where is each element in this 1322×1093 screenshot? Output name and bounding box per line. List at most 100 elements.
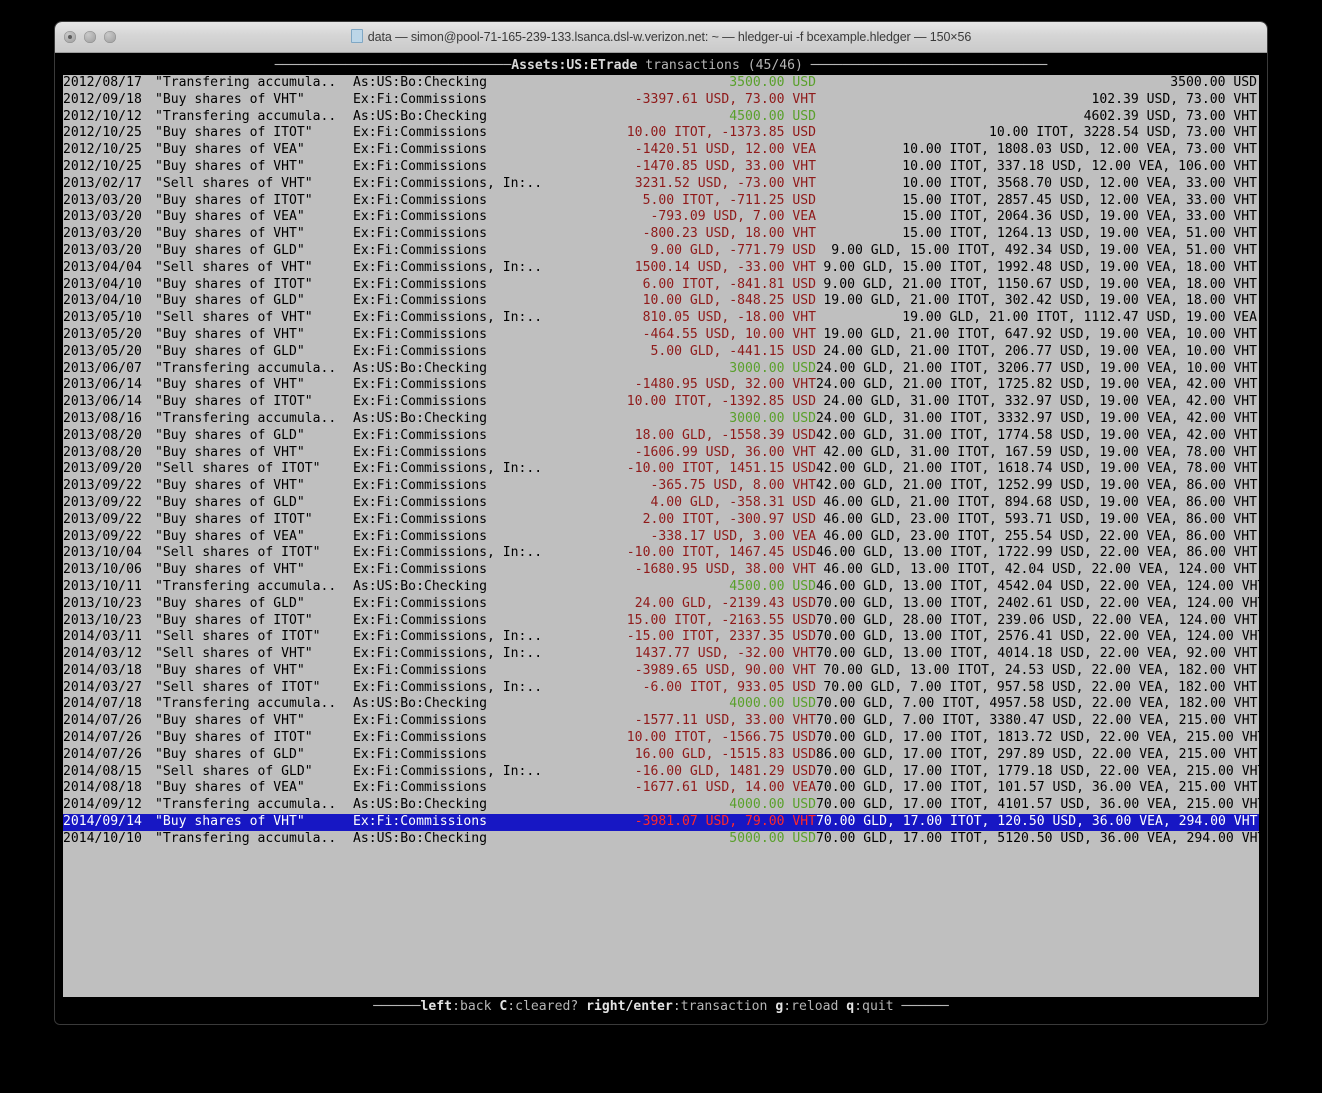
row-date: 2013/06/07 <box>63 360 142 376</box>
table-row[interactable]: 2014/07/26 "Buy shares of ITOT" Ex:Fi:Comm… <box>63 730 1259 747</box>
table-row[interactable]: 2013/08/16 "Transfering accumula.. As:US:B… <box>63 411 1259 428</box>
row-date: 2013/09/20 <box>63 461 142 477</box>
status-action-cleared?: :cleared? <box>507 999 587 1014</box>
row-amount: -15.00 ITOT, 2337.35 USD <box>626 629 816 645</box>
row-date: 2013/09/22 <box>63 478 142 494</box>
table-row[interactable]: 2013/04/04 "Sell shares of VHT" Ex:Fi:Comm… <box>63 260 1259 277</box>
table-row[interactable]: 2013/09/22 "Buy shares of VHT" Ex:Fi:Commi… <box>63 478 1259 495</box>
row-date: 2014/07/26 <box>63 730 142 746</box>
row-balance: 70.00 GLD, 13.00 ITOT, 2402.61 USD, 22.0… <box>816 595 1259 611</box>
terminal-surface[interactable]: ──────────────────────────────Assets:US:… <box>55 53 1267 1024</box>
table-row[interactable]: 2013/08/20 "Buy shares of VHT" Ex:Fi:Commi… <box>63 445 1259 462</box>
row-description: "Buy shares of VHT" <box>155 562 305 578</box>
row-balance: 10.00 ITOT, 3228.54 USD, 73.00 VHT <box>988 125 1257 141</box>
table-row[interactable]: 2014/09/12 "Transfering accumula.. As:US:B… <box>63 797 1259 814</box>
row-balance: 9.00 GLD, 15.00 ITOT, 1992.48 USD, 19.00… <box>823 259 1257 275</box>
header-rule-left: ────────────────────────────── <box>274 58 512 73</box>
row-account: As:US:Bo:Checking <box>353 75 488 90</box>
table-row[interactable]: 2013/10/23 "Buy shares of ITOT" Ex:Fi:Comm… <box>63 613 1259 630</box>
zoom-button[interactable] <box>104 31 116 43</box>
table-row[interactable]: 2013/09/22 "Buy shares of GLD" Ex:Fi:Commi… <box>63 495 1259 512</box>
table-row[interactable]: 2014/10/10 "Transfering accumula.. As:US:B… <box>63 831 1259 848</box>
row-account: As:US:Bo:Checking <box>353 410 488 426</box>
table-row-selected[interactable]: 2014/09/14 "Buy shares of VHT" Ex:Fi:Commi… <box>63 814 1259 831</box>
table-row[interactable]: 2013/09/20 "Sell shares of ITOT" Ex:Fi:Com… <box>63 461 1259 478</box>
row-balance: 70.00 GLD, 17.00 ITOT, 1813.72 USD, 22.0… <box>816 730 1259 746</box>
table-row[interactable]: 2013/06/14 "Buy shares of ITOT" Ex:Fi:Comm… <box>63 394 1259 411</box>
row-account: Ex:Fi:Commissions <box>353 226 488 242</box>
row-date: 2013/09/22 <box>63 494 142 510</box>
row-account: Ex:Fi:Commissions <box>353 494 488 510</box>
status-action-reload: :reload <box>783 999 847 1014</box>
table-row[interactable]: 2013/10/04 "Sell shares of ITOT" Ex:Fi:Com… <box>63 545 1259 562</box>
status-key-reload: g <box>775 999 784 1014</box>
row-balance: 70.00 GLD, 7.00 ITOT, 3380.47 USD, 22.00… <box>816 713 1258 729</box>
row-amount: -6.00 ITOT, 933.05 USD <box>642 679 816 695</box>
table-row[interactable]: 2012/10/25 "Buy shares of VHT" Ex:Fi:Commi… <box>63 159 1259 176</box>
row-description: "Buy shares of GLD" <box>155 746 305 762</box>
window-titlebar[interactable]: data — simon@pool-71-165-239-133.lsanca.… <box>55 22 1267 53</box>
table-row[interactable]: 2014/07/26 "Buy shares of VHT" Ex:Fi:Commi… <box>63 713 1259 730</box>
row-account: As:US:Bo:Checking <box>353 797 488 813</box>
table-row[interactable]: 2014/08/15 "Sell shares of GLD" Ex:Fi:Comm… <box>63 764 1259 781</box>
table-row[interactable]: 2013/10/11 "Transfering accumula.. As:US:B… <box>63 579 1259 596</box>
row-balance: 10.00 ITOT, 1808.03 USD, 12.00 VEA, 73.0… <box>902 142 1257 158</box>
transactions-list[interactable]: 2012/08/17 "Transfering accumula.. As:US:B… <box>63 75 1259 997</box>
row-account: Ex:Fi:Commissions, In:.. <box>353 175 543 191</box>
table-row[interactable]: 2013/03/20 "Buy shares of VHT" Ex:Fi:Commi… <box>63 226 1259 243</box>
status-action-back: :back <box>452 999 500 1014</box>
row-amount: -1577.11 USD, 33.00 VHT <box>634 713 816 729</box>
row-description: "Buy shares of VHT" <box>155 814 305 830</box>
table-row[interactable]: 2014/08/18 "Buy shares of VEA" Ex:Fi:Commi… <box>63 780 1259 797</box>
row-amount: 5000.00 USD <box>729 830 816 846</box>
table-row[interactable]: 2012/08/17 "Transfering accumula.. As:US:B… <box>63 75 1259 92</box>
row-account: As:US:Bo:Checking <box>353 108 488 124</box>
table-row[interactable]: 2012/10/12 "Transfering accumula.. As:US:B… <box>63 109 1259 126</box>
table-row[interactable]: 2012/09/18 "Buy shares of VHT" Ex:Fi:Commi… <box>63 92 1259 109</box>
table-row[interactable]: 2013/08/20 "Buy shares of GLD" Ex:Fi:Commi… <box>63 428 1259 445</box>
row-amount: 9.00 GLD, -771.79 USD <box>650 242 816 258</box>
table-row[interactable]: 2014/07/26 "Buy shares of GLD" Ex:Fi:Commi… <box>63 747 1259 764</box>
table-row[interactable]: 2013/02/17 "Sell shares of VHT" Ex:Fi:Comm… <box>63 176 1259 193</box>
table-row[interactable]: 2013/10/06 "Buy shares of VHT" Ex:Fi:Commi… <box>63 562 1259 579</box>
table-row[interactable]: 2013/03/20 "Buy shares of GLD" Ex:Fi:Commi… <box>63 243 1259 260</box>
table-row[interactable]: 2013/05/10 "Sell shares of VHT" Ex:Fi:Comm… <box>63 310 1259 327</box>
table-row[interactable]: 2012/10/25 "Buy shares of VEA" Ex:Fi:Commi… <box>63 142 1259 159</box>
table-row[interactable]: 2012/10/25 "Buy shares of ITOT" Ex:Fi:Comm… <box>63 125 1259 142</box>
row-balance: 42.00 GLD, 21.00 ITOT, 1252.99 USD, 19.0… <box>816 478 1258 494</box>
row-date: 2014/03/12 <box>63 646 142 662</box>
status-action-quit: :quit <box>854 999 902 1014</box>
row-description: "Buy shares of VHT" <box>155 326 305 342</box>
status-key-quit: q <box>846 999 855 1014</box>
table-row[interactable]: 2014/03/12 "Sell shares of VHT" Ex:Fi:Comm… <box>63 646 1259 663</box>
table-row[interactable]: 2013/09/22 "Buy shares of VEA" Ex:Fi:Commi… <box>63 529 1259 546</box>
row-amount: 1500.14 USD, -33.00 VHT <box>634 259 816 275</box>
row-description: "Buy shares of GLD" <box>155 293 305 309</box>
row-account: Ex:Fi:Commissions, In:.. <box>353 310 543 326</box>
table-row[interactable]: 2013/05/20 "Buy shares of VHT" Ex:Fi:Commi… <box>63 327 1259 344</box>
table-row[interactable]: 2013/06/14 "Buy shares of VHT" Ex:Fi:Commi… <box>63 377 1259 394</box>
table-row[interactable]: 2013/04/10 "Buy shares of ITOT" Ex:Fi:Comm… <box>63 277 1259 294</box>
table-row[interactable]: 2013/09/22 "Buy shares of ITOT" Ex:Fi:Comm… <box>63 512 1259 529</box>
table-row[interactable]: 2013/06/07 "Transfering accumula.. As:US:B… <box>63 361 1259 378</box>
table-row[interactable]: 2013/05/20 "Buy shares of GLD" Ex:Fi:Commi… <box>63 344 1259 361</box>
row-amount: 10.00 ITOT, -1373.85 USD <box>626 125 816 141</box>
row-amount: 3000.00 USD <box>729 410 816 426</box>
row-amount: 18.00 GLD, -1558.39 USD <box>634 427 816 443</box>
table-row[interactable]: 2013/03/20 "Buy shares of VEA" Ex:Fi:Commi… <box>63 209 1259 226</box>
row-account: Ex:Fi:Commissions <box>353 730 488 746</box>
table-row[interactable]: 2013/10/23 "Buy shares of GLD" Ex:Fi:Commi… <box>63 596 1259 613</box>
row-amount: -464.55 USD, 10.00 VHT <box>642 326 816 342</box>
table-row[interactable]: 2014/03/27 "Sell shares of ITOT" Ex:Fi:Com… <box>63 680 1259 697</box>
table-row[interactable]: 2013/03/20 "Buy shares of ITOT" Ex:Fi:Comm… <box>63 193 1259 210</box>
table-row[interactable]: 2014/03/18 "Buy shares of VHT" Ex:Fi:Commi… <box>63 663 1259 680</box>
table-row[interactable]: 2013/04/10 "Buy shares of GLD" Ex:Fi:Commi… <box>63 293 1259 310</box>
row-balance: 70.00 GLD, 28.00 ITOT, 239.06 USD, 22.00… <box>816 612 1258 628</box>
minimize-button[interactable] <box>84 31 96 43</box>
row-balance: 70.00 GLD, 17.00 ITOT, 101.57 USD, 36.00… <box>816 780 1258 796</box>
row-date: 2012/10/12 <box>63 108 142 124</box>
table-row[interactable]: 2014/07/18 "Transfering accumula.. As:US:B… <box>63 696 1259 713</box>
close-button[interactable] <box>64 31 76 43</box>
table-row[interactable]: 2014/03/11 "Sell shares of ITOT" Ex:Fi:Com… <box>63 629 1259 646</box>
row-amount: 10.00 ITOT, -1392.85 USD <box>626 394 816 410</box>
